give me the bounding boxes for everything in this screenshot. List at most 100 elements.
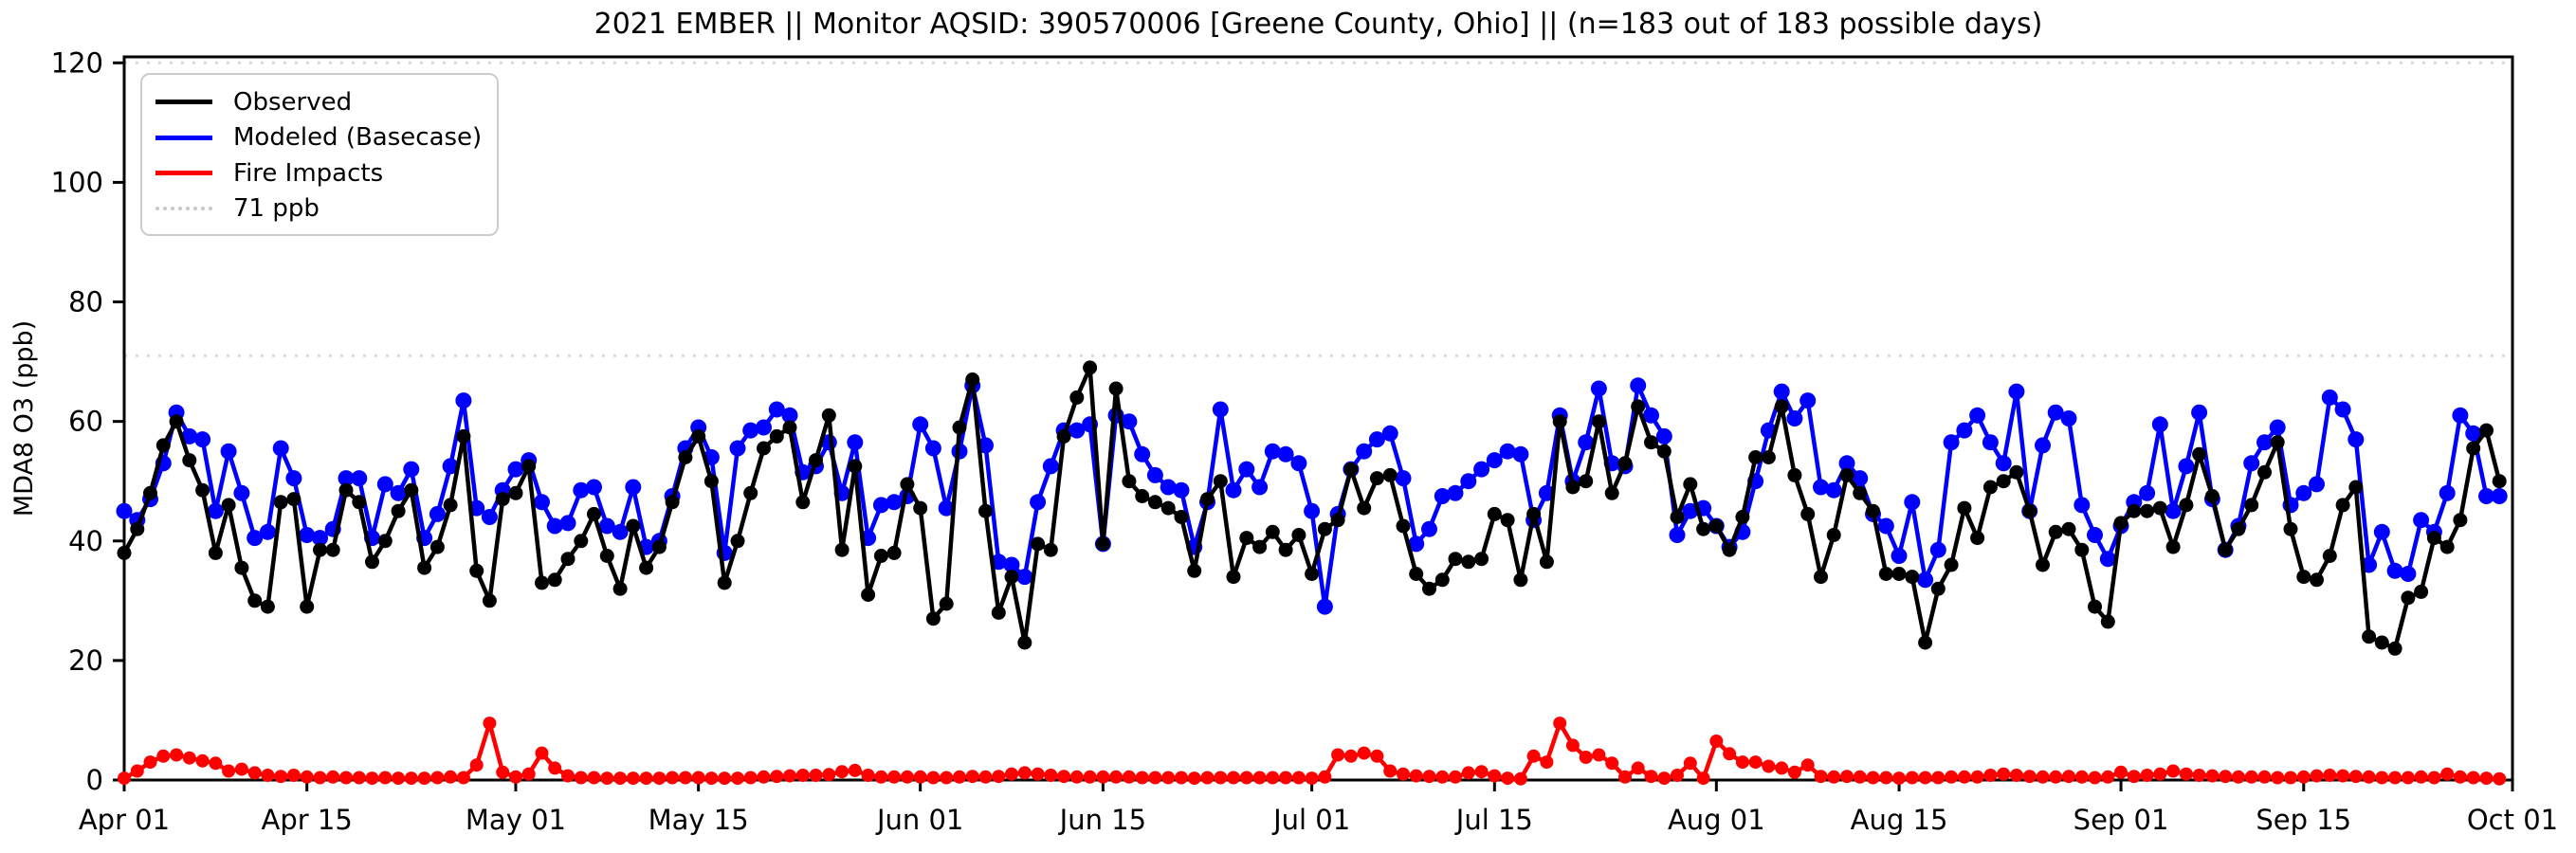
x-tick-label: Sep 15: [2256, 804, 2351, 836]
x-tick-label: Jun 01: [875, 804, 963, 836]
x-tick-label: Sep 01: [2074, 804, 2169, 836]
data-point: [2243, 455, 2260, 472]
data-point: [259, 523, 276, 540]
data-point: [809, 453, 823, 468]
legend-label-fire: Fire Impacts: [233, 158, 384, 188]
data-point: [221, 498, 236, 513]
data-point: [195, 482, 210, 498]
data-point: [1671, 769, 1684, 782]
data-point: [783, 769, 796, 783]
y-tick-label: 120: [51, 46, 103, 79]
fire-line-swatch: [155, 171, 212, 176]
data-point: [1422, 581, 1436, 596]
data-point: [639, 771, 653, 786]
data-point: [2479, 423, 2494, 438]
data-point: [2387, 641, 2402, 656]
data-point: [926, 771, 941, 785]
data-point: [1122, 770, 1136, 784]
data-point: [1735, 510, 1750, 524]
data-point: [1683, 477, 1698, 492]
data-point: [1239, 771, 1253, 785]
data-point: [1264, 443, 1281, 460]
data-point: [1578, 434, 1595, 451]
data-point: [429, 539, 445, 554]
data-point: [2153, 767, 2167, 781]
data-point: [1723, 747, 1737, 761]
chart-title: 2021 EMBER || Monitor AQSID: 390570006 […: [594, 8, 2043, 41]
data-point: [403, 461, 420, 478]
data-point: [1083, 360, 1098, 375]
data-point: [2152, 500, 2167, 516]
data-point: [2165, 502, 2182, 519]
data-point: [1696, 771, 1710, 786]
data-point: [587, 506, 601, 521]
data-point: [1069, 770, 1084, 784]
data-point: [2466, 771, 2480, 785]
data-point: [1866, 503, 1880, 518]
data-point: [768, 401, 785, 418]
data-point: [1460, 473, 1477, 490]
data-point: [1357, 500, 1372, 516]
data-point: [155, 438, 171, 453]
data-point: [2192, 769, 2206, 782]
data-point: [691, 428, 706, 444]
x-tick-label: Jun 15: [1058, 804, 1146, 836]
data-point: [1056, 428, 1071, 444]
data-point: [691, 771, 705, 785]
data-point: [861, 769, 875, 782]
data-point: [1657, 771, 1672, 786]
data-point: [260, 599, 275, 614]
data-point: [978, 503, 993, 518]
data-point: [2271, 771, 2285, 785]
data-point: [872, 497, 889, 514]
data-point: [2321, 389, 2338, 406]
data-point: [757, 441, 771, 456]
data-point: [2178, 458, 2195, 475]
data-point: [430, 771, 445, 785]
x-tick-label: Jul 01: [1271, 804, 1350, 836]
data-point: [1579, 474, 1594, 489]
data-point: [429, 505, 446, 522]
data-point: [626, 518, 641, 534]
data-point: [1512, 445, 1529, 463]
data-point: [1370, 749, 1384, 763]
data-point: [1838, 455, 1855, 472]
data-point: [2099, 551, 2116, 568]
data-point: [821, 408, 836, 423]
data-point: [352, 495, 367, 510]
data-point: [924, 440, 941, 457]
data-point: [1592, 748, 1606, 762]
data-point: [651, 539, 667, 554]
data-point: [1800, 758, 1815, 772]
data-point: [2322, 549, 2337, 563]
data-point: [1449, 770, 1462, 784]
y-tick-label: 0: [86, 764, 103, 796]
data-point: [247, 766, 262, 780]
data-point: [1762, 759, 1776, 773]
data-point: [507, 461, 524, 478]
data-point: [392, 771, 406, 786]
data-point: [2009, 769, 2023, 782]
data-point: [965, 770, 979, 784]
data-point: [2427, 771, 2441, 785]
data-point: [743, 485, 758, 500]
data-point: [1813, 479, 1829, 496]
data-point: [286, 492, 301, 507]
data-point: [599, 549, 614, 563]
data-point: [1631, 761, 1645, 775]
data-point: [1773, 383, 1790, 400]
data-point: [274, 770, 288, 784]
data-point: [717, 575, 732, 590]
data-point: [261, 769, 275, 782]
data-point: [338, 470, 355, 487]
data-point: [2336, 769, 2350, 783]
data-point: [781, 407, 798, 424]
data-point: [1945, 770, 1959, 784]
data-point: [2244, 498, 2259, 513]
data-point: [1096, 770, 1110, 784]
data-point: [2231, 770, 2245, 784]
data-point: [1552, 414, 1567, 429]
data-point: [1918, 771, 1932, 785]
data-point: [195, 753, 210, 768]
data-point: [873, 549, 888, 563]
